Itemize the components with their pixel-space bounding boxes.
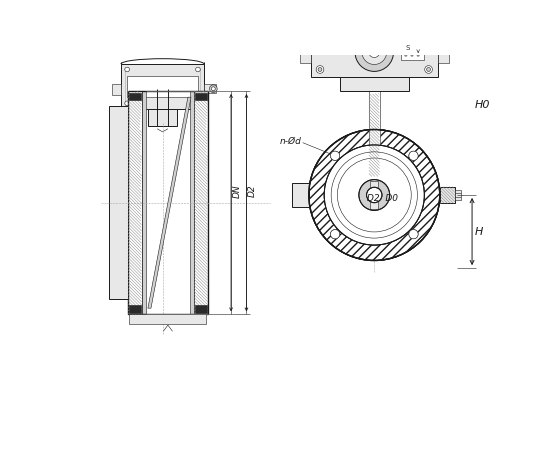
- Circle shape: [324, 145, 425, 245]
- Circle shape: [196, 101, 200, 106]
- Bar: [112, 84, 121, 95]
- Bar: [128, 91, 142, 314]
- Text: H: H: [475, 227, 483, 237]
- Bar: [416, 15, 438, 27]
- Circle shape: [409, 229, 418, 239]
- Circle shape: [316, 66, 324, 73]
- Text: D2: D2: [248, 185, 257, 197]
- Circle shape: [210, 85, 217, 93]
- Circle shape: [125, 101, 129, 106]
- Circle shape: [359, 180, 389, 210]
- Bar: [109, 106, 128, 299]
- Circle shape: [410, 53, 414, 57]
- Text: n-Ød: n-Ød: [279, 137, 301, 146]
- Bar: [194, 91, 208, 314]
- Bar: [194, 91, 208, 314]
- Circle shape: [125, 67, 129, 72]
- Text: DN: DN: [233, 184, 241, 198]
- Bar: [371, 181, 378, 209]
- Circle shape: [331, 151, 340, 160]
- Bar: [311, 15, 332, 27]
- Bar: [455, 191, 461, 200]
- Bar: [190, 91, 194, 314]
- Circle shape: [316, 31, 324, 39]
- Bar: [311, 27, 438, 77]
- Bar: [300, 51, 311, 64]
- Circle shape: [318, 68, 322, 71]
- Circle shape: [196, 67, 200, 72]
- Text: S: S: [405, 45, 410, 51]
- Bar: [402, 44, 425, 60]
- Circle shape: [331, 229, 340, 239]
- Circle shape: [367, 187, 382, 203]
- Circle shape: [309, 129, 440, 260]
- Circle shape: [318, 33, 322, 37]
- Text: H0: H0: [475, 100, 491, 110]
- Circle shape: [425, 31, 432, 39]
- Bar: [440, 186, 455, 203]
- Circle shape: [362, 40, 387, 64]
- Text: B: B: [368, 0, 380, 2]
- Circle shape: [427, 33, 431, 37]
- Bar: [195, 305, 207, 313]
- Circle shape: [417, 53, 420, 57]
- Circle shape: [355, 33, 394, 71]
- Bar: [129, 314, 206, 324]
- Circle shape: [425, 66, 432, 73]
- Bar: [438, 51, 449, 64]
- Bar: [121, 64, 204, 109]
- Circle shape: [409, 151, 418, 160]
- Bar: [142, 91, 194, 314]
- Circle shape: [409, 229, 418, 239]
- Polygon shape: [148, 97, 191, 308]
- Circle shape: [409, 151, 418, 160]
- Bar: [440, 186, 455, 203]
- Bar: [129, 93, 141, 100]
- Bar: [195, 93, 207, 100]
- Bar: [204, 84, 216, 93]
- Bar: [292, 183, 309, 207]
- Circle shape: [427, 68, 431, 71]
- Circle shape: [331, 229, 340, 239]
- Circle shape: [211, 87, 215, 90]
- Bar: [128, 91, 142, 314]
- Bar: [129, 305, 141, 313]
- Text: D2  D0: D2 D0: [366, 194, 398, 203]
- Bar: [127, 75, 198, 97]
- Bar: [369, 93, 379, 176]
- Circle shape: [337, 158, 411, 232]
- Circle shape: [404, 53, 408, 57]
- Bar: [340, 77, 409, 91]
- Circle shape: [369, 47, 379, 58]
- Bar: [142, 91, 146, 314]
- Circle shape: [331, 152, 417, 238]
- Circle shape: [331, 151, 340, 160]
- Bar: [369, 91, 379, 178]
- Bar: [148, 109, 177, 126]
